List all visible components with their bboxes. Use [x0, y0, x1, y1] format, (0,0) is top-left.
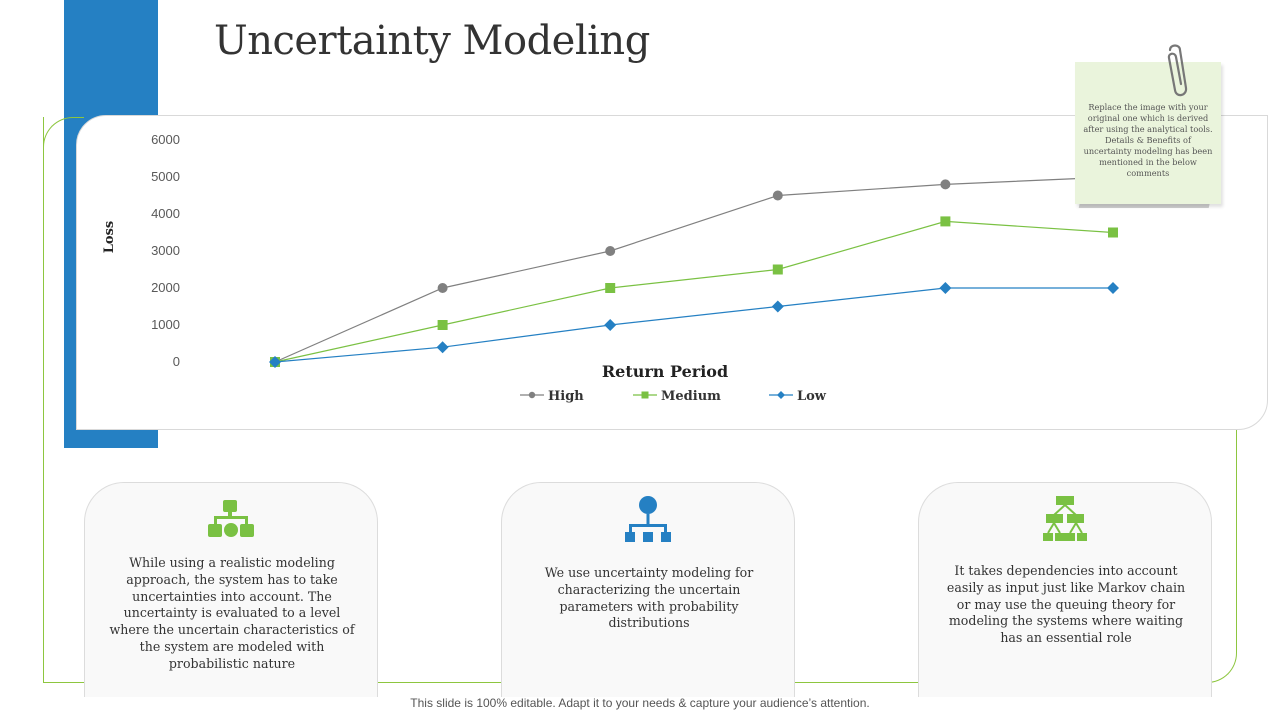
data-point-high — [437, 283, 448, 293]
data-point-low — [939, 282, 952, 294]
footer-note: This slide is 100% editable. Adapt it to… — [410, 696, 870, 710]
note-text: Replace the image with your original one… — [1083, 102, 1213, 178]
hierarchy-icon — [85, 499, 377, 543]
y-tick-label: 2000 — [151, 280, 180, 295]
card-text: While using a realistic modeling approac… — [109, 555, 355, 671]
data-point-medium — [1108, 227, 1118, 238]
x-axis-label: Return Period — [602, 362, 728, 381]
data-point-medium — [940, 216, 951, 227]
data-point-medium — [772, 264, 783, 275]
data-point-high — [772, 190, 783, 201]
legend-marker — [528, 391, 536, 399]
y-tick-label: 3000 — [151, 243, 180, 258]
data-point-low — [269, 356, 281, 368]
series-line-low — [274, 287, 1113, 363]
series-line-high — [274, 176, 1114, 363]
legend-marker — [777, 391, 785, 399]
y-tick-label: 5000 — [151, 169, 180, 184]
page-title: Uncertainty Modeling — [214, 18, 650, 64]
org-chart-icon — [502, 495, 794, 547]
y-tick-label: 4000 — [151, 206, 180, 221]
legend-label-low: Low — [797, 389, 827, 404]
y-tick-label: 1000 — [151, 317, 180, 332]
tree-structure-icon — [919, 495, 1211, 547]
data-point-medium — [437, 320, 448, 330]
series-line-medium — [274, 220, 1114, 363]
chart-card: 0 1000 2000 3000 4000 5000 6000 Loss Return Peri… — [76, 115, 1268, 430]
paperclip-icon — [1167, 44, 1188, 97]
data-point-high — [940, 179, 951, 190]
card-text: We use uncertainty modeling for characte… — [544, 565, 754, 631]
y-axis-label: Loss — [102, 221, 117, 253]
data-point-low — [436, 341, 449, 354]
info-card-3: It takes dependencies into account easil… — [918, 482, 1212, 697]
data-point-low — [1107, 282, 1119, 294]
data-point-high — [605, 246, 616, 256]
legend-label-high: High — [548, 389, 584, 404]
legend-label-medium: Medium — [661, 389, 721, 404]
info-card-1: While using a realistic modeling approac… — [84, 482, 378, 697]
line-chart: 0 1000 2000 3000 4000 5000 6000 Loss Return Peri… — [102, 132, 1119, 404]
info-card-2: We use uncertainty modeling for characte… — [501, 482, 795, 697]
y-tick-label: 6000 — [151, 132, 180, 147]
legend-marker — [641, 391, 649, 399]
sticky-note: Replace the image with your original one… — [1075, 62, 1221, 204]
data-point-medium — [605, 283, 616, 293]
data-point-low — [771, 300, 784, 313]
card-text: It takes dependencies into account easil… — [946, 563, 1186, 646]
data-point-low — [604, 319, 617, 331]
y-tick-label: 0 — [173, 354, 180, 369]
